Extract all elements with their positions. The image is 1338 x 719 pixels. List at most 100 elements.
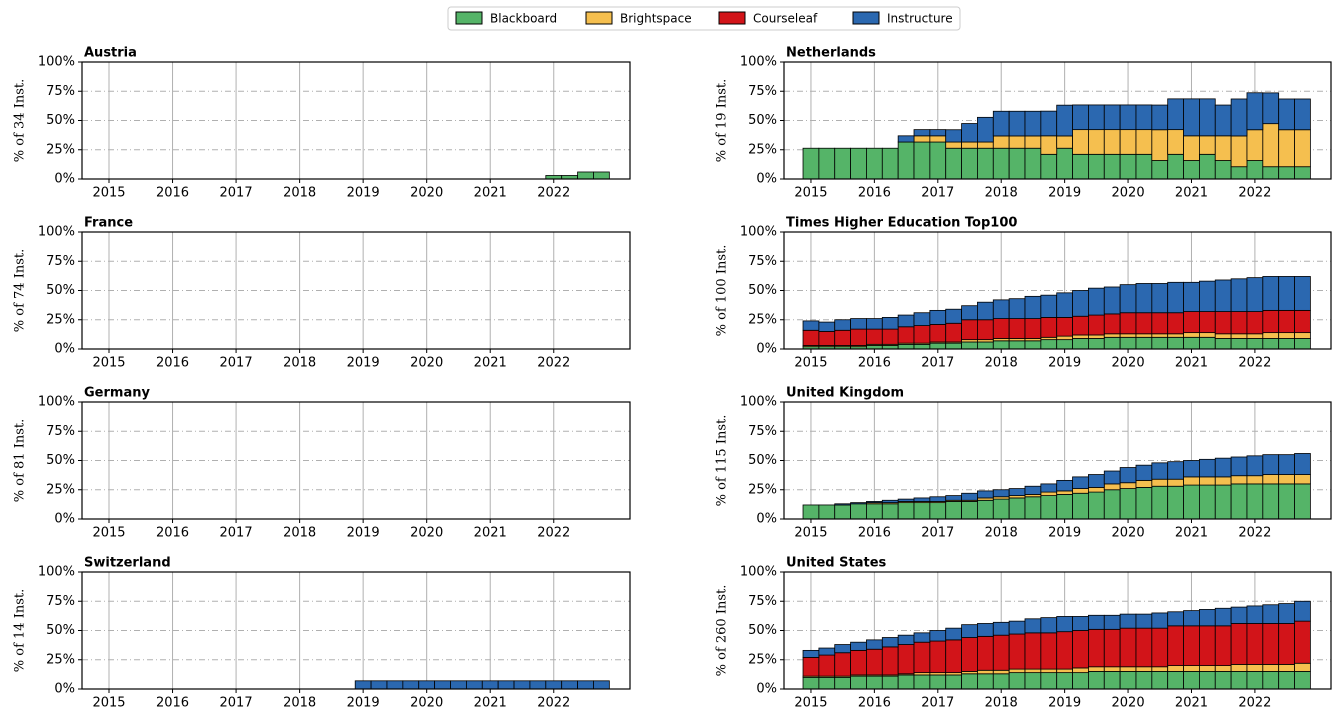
bar-segment <box>977 673 994 690</box>
bar-segment <box>1151 312 1169 335</box>
x-tick-label: 2018 <box>283 186 316 201</box>
bar-segment <box>881 317 899 330</box>
bar-segment <box>834 329 851 346</box>
subplot-title: Germany <box>84 386 150 401</box>
bar-segment <box>929 640 947 674</box>
x-tick-label: 2022 <box>537 696 570 711</box>
legend-label: Courseleaf <box>753 12 818 26</box>
y-tick-label: 100% <box>38 225 75 240</box>
x-tick-label: 2020 <box>1112 696 1145 711</box>
bar-segment <box>802 657 820 677</box>
y-tick-label: 0% <box>54 342 75 357</box>
bar-segment <box>1008 340 1026 350</box>
bar-segment <box>897 141 915 180</box>
bar-segment <box>1230 166 1248 180</box>
bar-segment <box>945 639 962 674</box>
y-axis-label: % of 81 Inst. <box>13 419 28 502</box>
subplot-title: United States <box>786 556 887 571</box>
x-tick-label: 2019 <box>347 526 380 541</box>
bar-segment <box>1103 313 1121 335</box>
bar-segment <box>1072 153 1089 180</box>
bar-segment <box>802 320 820 331</box>
x-tick-label: 2017 <box>921 696 954 711</box>
bar-segment <box>802 676 820 690</box>
bar-segment <box>1103 470 1121 485</box>
bar-segment <box>1183 311 1200 334</box>
bar-segment <box>1151 333 1169 338</box>
x-tick-label: 2019 <box>1048 186 1081 201</box>
bar-segment <box>402 680 420 690</box>
bar-segment <box>1151 485 1169 520</box>
x-tick-label: 2019 <box>347 186 380 201</box>
y-tick-label: 25% <box>748 482 777 497</box>
bar-segment <box>1072 315 1089 336</box>
bar-segment <box>465 680 483 690</box>
legend-swatch <box>455 11 483 25</box>
x-tick-label: 2017 <box>220 186 253 201</box>
bar-segment <box>1278 454 1295 475</box>
x-tick-label: 2018 <box>985 526 1018 541</box>
x-tick-label: 2018 <box>283 696 316 711</box>
bar-segment <box>1294 332 1311 339</box>
bar-segment <box>1119 284 1137 314</box>
x-tick-label: 2022 <box>1238 526 1271 541</box>
x-tick-label: 2020 <box>1112 186 1145 201</box>
bar-segment <box>1008 668 1026 674</box>
bar-segment <box>1135 153 1153 180</box>
bar-segment <box>977 623 994 637</box>
bar-segment <box>1246 92 1264 131</box>
bar-segment <box>913 312 931 327</box>
bar-segment <box>866 318 883 330</box>
bar-segment <box>1135 283 1153 314</box>
bar-segment <box>1246 160 1264 180</box>
bar-segment <box>1088 487 1105 493</box>
x-tick-label: 2021 <box>474 356 507 371</box>
y-axis-label: % of 115 Inst. <box>715 415 730 507</box>
bar-segment <box>1119 153 1137 180</box>
bar-segment <box>929 129 947 137</box>
bar-segment <box>1199 135 1216 155</box>
x-tick-label: 2020 <box>1112 526 1145 541</box>
y-tick-label: 25% <box>46 312 75 327</box>
bar-segment <box>561 680 578 690</box>
bar-segment <box>1056 672 1073 690</box>
bar-segment <box>850 675 867 690</box>
plot-frame <box>81 231 631 350</box>
bar-segment <box>1278 309 1295 334</box>
bar-segment <box>1199 671 1216 690</box>
bar-segment <box>1214 484 1232 520</box>
y-axis-label: % of 19 Inst. <box>715 79 730 162</box>
y-tick-label: 100% <box>38 395 75 410</box>
bar-segment <box>1278 623 1295 665</box>
bar-segment <box>992 621 1010 636</box>
bar-segment <box>1230 338 1248 350</box>
bar-segment <box>802 504 820 520</box>
bar-segment <box>1183 332 1200 338</box>
bar-segment <box>1199 98 1216 137</box>
bar-segment <box>1088 666 1105 672</box>
bar-segment <box>913 497 931 502</box>
bar-segment <box>1008 147 1026 180</box>
subplot-title: France <box>84 216 133 231</box>
bar-segment <box>977 490 994 499</box>
bar-segment <box>450 680 467 690</box>
plot-frame <box>81 61 631 180</box>
bar-segment <box>1103 333 1121 338</box>
bar-segment <box>1278 332 1295 339</box>
y-tick-label: 0% <box>54 172 75 187</box>
bar-segment <box>1199 332 1216 338</box>
bar-segment <box>1183 281 1200 312</box>
bar-segment <box>1008 488 1026 496</box>
bar-segment <box>992 318 1010 339</box>
y-tick-label: 50% <box>748 283 777 298</box>
bar-segment <box>1294 129 1311 168</box>
bar-segment <box>1024 668 1042 674</box>
bar-segment <box>1278 483 1295 520</box>
bar-segment <box>1246 664 1264 672</box>
bar-segment <box>897 674 915 690</box>
bar-segment <box>802 649 820 658</box>
bar-segment <box>1183 135 1200 161</box>
bar-segment <box>1056 490 1073 495</box>
y-tick-label: 25% <box>46 482 75 497</box>
